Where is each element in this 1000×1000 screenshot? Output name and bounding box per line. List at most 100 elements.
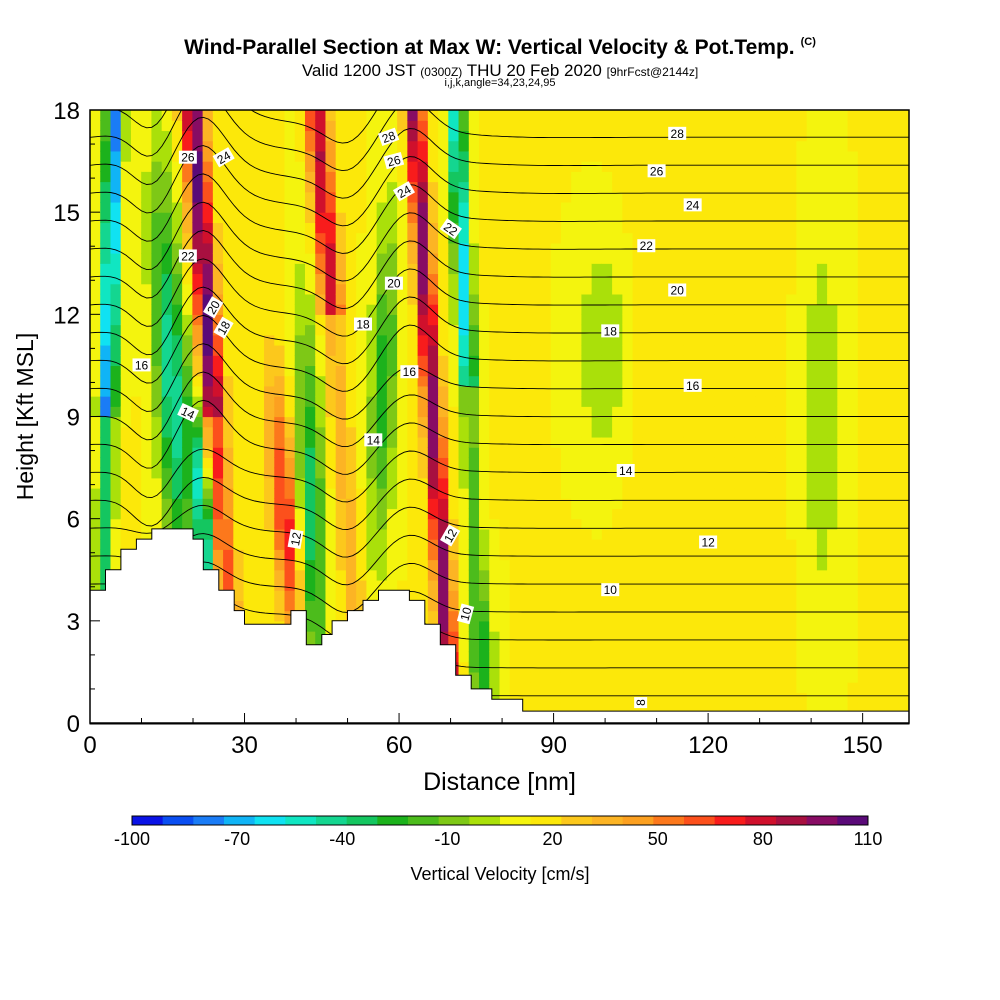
- velocity-cell: [878, 161, 890, 172]
- velocity-cell: [438, 150, 449, 162]
- velocity-cell: [100, 396, 112, 407]
- velocity-cell: [366, 232, 378, 244]
- velocity-cell: [448, 416, 460, 428]
- velocity-cell: [571, 293, 582, 305]
- x-tick-label: 150: [843, 732, 883, 759]
- velocity-cell: [376, 150, 388, 162]
- velocity-cell: [253, 304, 265, 315]
- velocity-cell: [857, 559, 869, 571]
- velocity-cell: [857, 304, 869, 315]
- velocity-cell: [489, 477, 501, 489]
- velocity-cell: [315, 273, 327, 285]
- velocity-cell: [837, 590, 849, 601]
- velocity-cell: [868, 242, 879, 254]
- velocity-cell: [386, 201, 398, 213]
- velocity-cell: [612, 396, 623, 407]
- velocity-cell: [438, 171, 449, 183]
- velocity-cell: [407, 201, 419, 213]
- velocity-cell: [775, 150, 787, 162]
- velocity-cell: [704, 120, 716, 132]
- velocity-cell: [622, 559, 634, 571]
- velocity-cell: [161, 181, 173, 193]
- velocity-cell: [519, 528, 531, 540]
- velocity-cell: [325, 191, 337, 203]
- isentrope-label-bg: [392, 181, 416, 202]
- velocity-cell: [192, 488, 204, 499]
- velocity-cell: [509, 161, 521, 172]
- velocity-cell: [601, 171, 613, 183]
- velocity-cell: [581, 161, 593, 172]
- velocity-cell: [468, 181, 480, 193]
- velocity-cell: [212, 385, 224, 397]
- velocity-cell: [653, 426, 664, 438]
- velocity-cell: [755, 110, 767, 121]
- velocity-cell: [765, 304, 777, 315]
- velocity-cell: [284, 130, 296, 142]
- velocity-cell: [724, 641, 736, 653]
- velocity-cell: [479, 447, 490, 458]
- y-tick-label: 18: [53, 98, 80, 125]
- velocity-cell: [601, 375, 613, 387]
- velocity-cell: [315, 181, 327, 193]
- velocity-cell: [632, 498, 644, 510]
- velocity-cell: [335, 477, 347, 489]
- velocity-cell: [704, 191, 716, 203]
- velocity-cell: [120, 191, 132, 203]
- velocity-cell: [888, 488, 900, 499]
- velocity-cell: [714, 283, 726, 295]
- velocity-cell: [161, 365, 173, 377]
- velocity-cell: [294, 150, 306, 162]
- velocity-cell: [90, 416, 101, 428]
- velocity-cell: [694, 467, 705, 479]
- velocity-cell: [284, 344, 296, 356]
- velocity-cell: [366, 569, 378, 581]
- velocity-cell: [100, 539, 112, 550]
- velocity-cell: [120, 467, 132, 479]
- velocity-cell: [130, 334, 142, 346]
- velocity-cell: [438, 498, 449, 510]
- isentrope-label: 14: [616, 463, 635, 478]
- velocity-cell: [141, 375, 153, 387]
- velocity-cell: [284, 447, 296, 458]
- velocity-cell: [294, 191, 306, 203]
- velocity-cell: [427, 191, 439, 203]
- velocity-cell: [182, 171, 193, 183]
- velocity-cell: [857, 334, 869, 346]
- velocity-cell: [898, 671, 909, 683]
- velocity-cell: [417, 161, 429, 172]
- velocity-cell: [223, 222, 234, 234]
- velocity-cell: [212, 416, 224, 428]
- velocity-cell: [796, 232, 808, 244]
- velocity-cell: [837, 110, 849, 121]
- velocity-cell: [888, 508, 900, 520]
- velocity-cell: [827, 273, 838, 285]
- velocity-cell: [653, 406, 664, 418]
- colorbar-swatch: [254, 816, 286, 825]
- velocity-cell: [345, 477, 357, 489]
- velocity-cell: [796, 498, 808, 510]
- velocity-cell: [724, 477, 736, 489]
- velocity-cell: [315, 212, 327, 223]
- velocity-cell: [816, 406, 828, 418]
- velocity-cell: [560, 181, 572, 193]
- velocity-cell: [499, 528, 511, 540]
- velocity-cell: [683, 702, 695, 714]
- velocity-cell: [448, 110, 460, 121]
- velocity-cell: [253, 242, 265, 254]
- velocity-cell: [612, 661, 623, 673]
- velocity-cell: [325, 334, 337, 346]
- velocity-cell: [540, 334, 552, 346]
- velocity-cell: [243, 293, 255, 305]
- velocity-cell: [714, 150, 726, 162]
- x-axis-label: Distance [nm]: [423, 768, 576, 796]
- velocity-cell: [90, 539, 101, 550]
- velocity-cell: [694, 110, 705, 121]
- velocity-cell: [438, 610, 449, 622]
- velocity-cell: [724, 436, 736, 448]
- velocity-cell: [898, 324, 909, 336]
- velocity-cell: [130, 416, 142, 428]
- velocity-cell: [694, 631, 705, 642]
- velocity-cell: [530, 661, 542, 673]
- velocity-cell: [878, 304, 890, 315]
- velocity-cell: [591, 191, 603, 203]
